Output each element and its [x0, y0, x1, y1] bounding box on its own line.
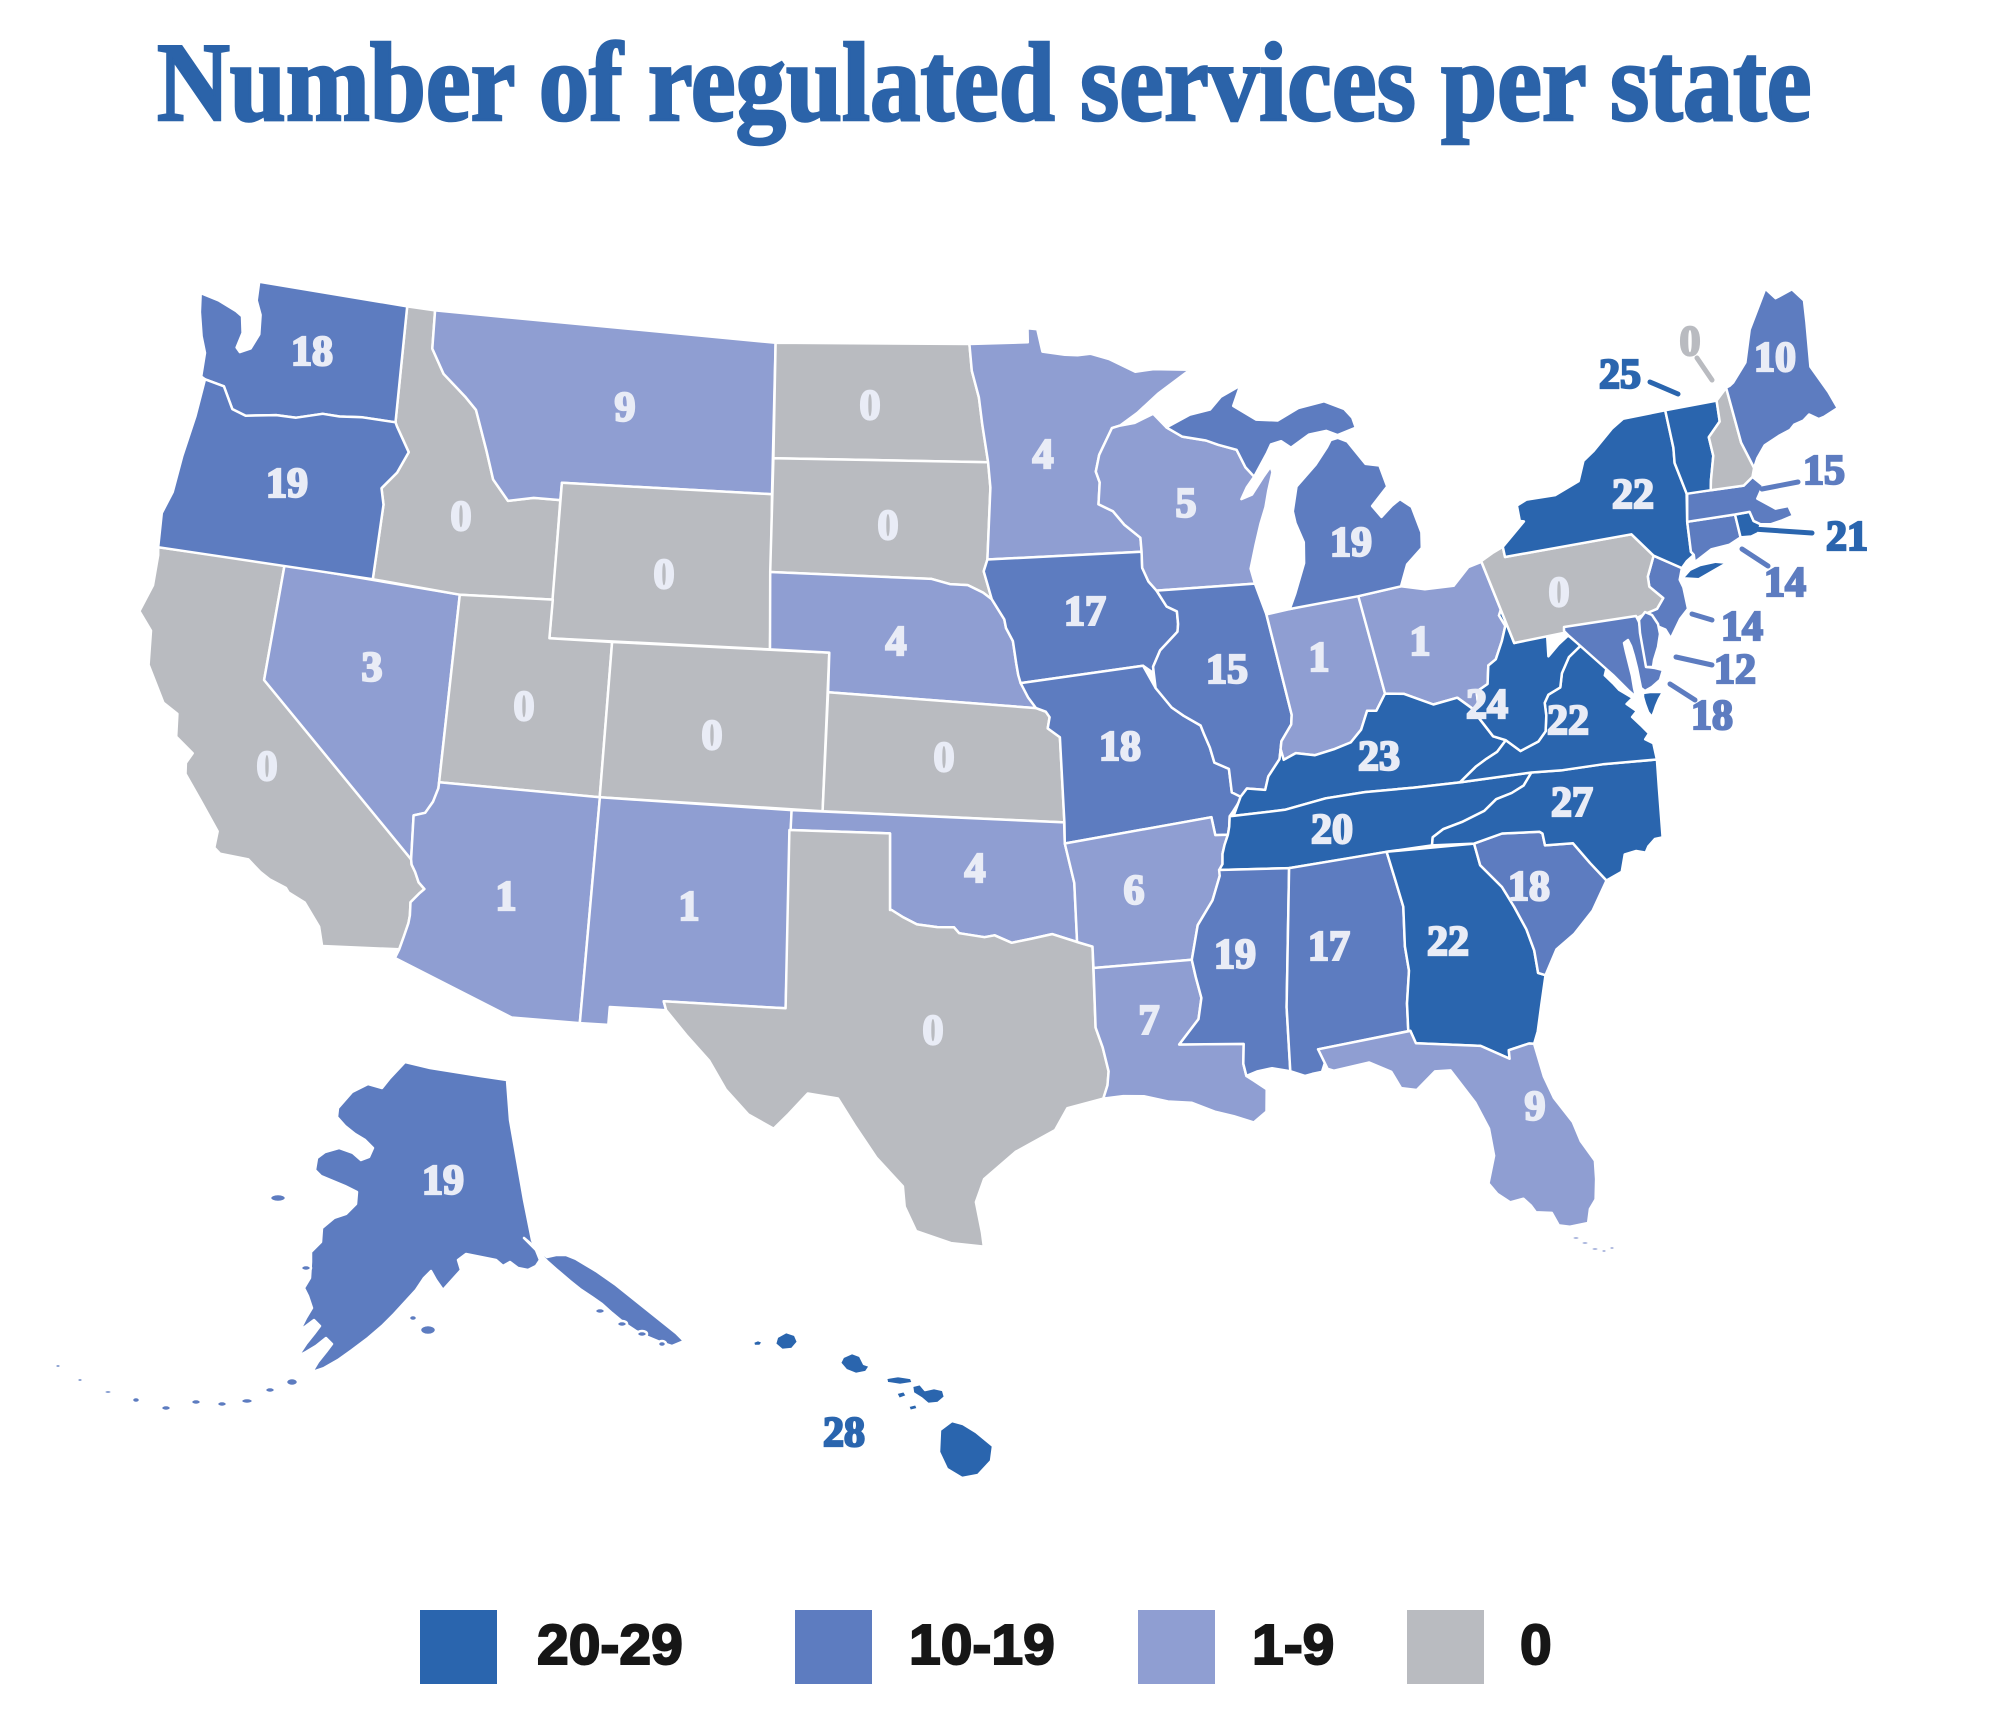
svg-text:0: 0 — [860, 383, 881, 429]
svg-text:0: 0 — [878, 503, 899, 549]
svg-text:0: 0 — [514, 684, 535, 730]
svg-text:22: 22 — [1547, 698, 1589, 744]
svg-text:1: 1 — [1309, 635, 1330, 681]
svg-text:18: 18 — [1099, 724, 1141, 770]
svg-text:0: 0 — [451, 494, 472, 540]
svg-text:0: 0 — [1680, 319, 1701, 365]
svg-text:4: 4 — [886, 619, 907, 665]
svg-text:15: 15 — [1803, 448, 1845, 494]
svg-text:4: 4 — [1033, 432, 1054, 478]
svg-text:5: 5 — [1176, 481, 1197, 527]
svg-text:1: 1 — [496, 874, 517, 920]
svg-text:9: 9 — [1525, 1084, 1546, 1130]
svg-text:22: 22 — [1612, 472, 1654, 518]
svg-text:18: 18 — [291, 329, 333, 375]
svg-text:0: 0 — [257, 744, 278, 790]
svg-text:0: 0 — [934, 735, 955, 781]
svg-text:22: 22 — [1427, 919, 1469, 965]
svg-text:27: 27 — [1551, 780, 1593, 826]
svg-text:0: 0 — [923, 1008, 944, 1054]
svg-text:1: 1 — [679, 884, 700, 930]
svg-text:1: 1 — [1410, 619, 1431, 665]
svg-text:14: 14 — [1764, 560, 1806, 606]
svg-text:12: 12 — [1714, 647, 1756, 693]
svg-text:19: 19 — [1214, 932, 1256, 978]
svg-text:19: 19 — [1330, 520, 1372, 566]
svg-text:25: 25 — [1599, 352, 1641, 398]
svg-text:24: 24 — [1466, 682, 1508, 728]
svg-text:17: 17 — [1308, 924, 1350, 970]
svg-text:3: 3 — [362, 645, 383, 691]
svg-text:23: 23 — [1358, 734, 1400, 780]
svg-text:15: 15 — [1206, 647, 1248, 693]
svg-text:18: 18 — [1508, 864, 1550, 910]
svg-text:19: 19 — [266, 461, 308, 507]
svg-text:18: 18 — [1691, 693, 1733, 739]
svg-text:19: 19 — [422, 1158, 464, 1204]
svg-text:9: 9 — [615, 385, 636, 431]
svg-text:10: 10 — [1754, 335, 1796, 381]
svg-text:4: 4 — [965, 846, 986, 892]
svg-text:0: 0 — [1549, 570, 1570, 616]
svg-text:7: 7 — [1139, 998, 1160, 1044]
svg-text:6: 6 — [1124, 868, 1145, 914]
svg-text:0: 0 — [702, 713, 723, 759]
svg-text:20: 20 — [1311, 807, 1353, 853]
svg-text:14: 14 — [1721, 604, 1763, 650]
svg-text:0: 0 — [654, 552, 675, 598]
svg-text:17: 17 — [1064, 589, 1106, 635]
svg-text:28: 28 — [823, 1410, 865, 1456]
svg-text:21: 21 — [1826, 514, 1868, 560]
